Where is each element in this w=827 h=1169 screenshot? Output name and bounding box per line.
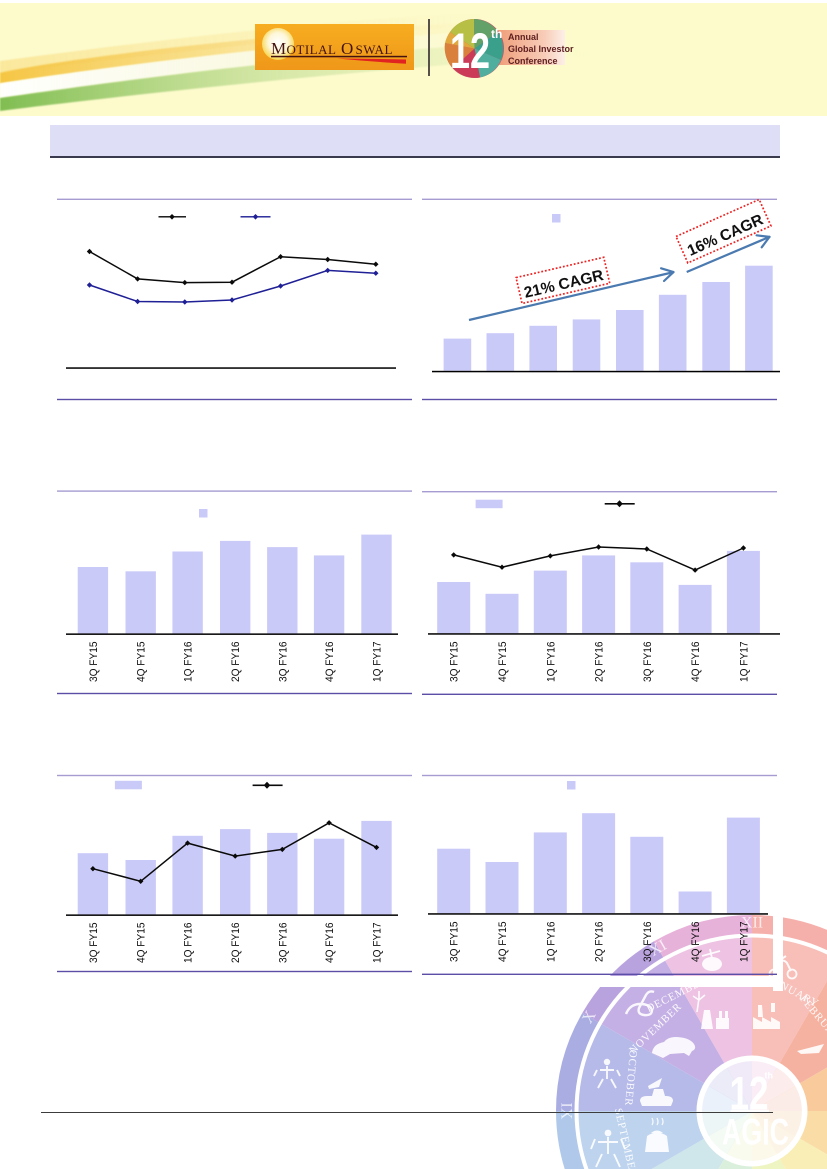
svg-text:4Q FY15: 4Q FY15: [136, 642, 148, 683]
svg-text:XII: XII: [741, 915, 763, 932]
svg-text:SWAL: SWAL: [356, 42, 393, 57]
svg-text:1Q FY17: 1Q FY17: [372, 923, 384, 964]
svg-text:1Q FY16: 1Q FY16: [183, 642, 195, 683]
svg-text:Global Investor: Global Investor: [508, 44, 574, 54]
svg-text:3Q FY15: 3Q FY15: [449, 642, 461, 683]
svg-text:3Q FY16: 3Q FY16: [277, 642, 289, 683]
svg-text:th: th: [491, 27, 502, 41]
svg-text:AGIC: AGIC: [722, 1112, 789, 1153]
svg-text:4Q FY16: 4Q FY16: [690, 922, 702, 963]
svg-text:12: 12: [450, 23, 490, 79]
svg-text:4Q FY15: 4Q FY15: [136, 923, 148, 964]
svg-text:th: th: [765, 1071, 774, 1081]
svg-text:2Q FY16: 2Q FY16: [594, 642, 606, 683]
svg-text:OCTOBER: OCTOBER: [622, 1049, 639, 1107]
svg-text:4Q FY15: 4Q FY15: [497, 922, 509, 963]
svg-text:Conference: Conference: [508, 56, 558, 66]
svg-text:1Q FY17: 1Q FY17: [372, 642, 384, 683]
svg-text:4Q FY15: 4Q FY15: [497, 642, 509, 683]
svg-text:2Q FY16: 2Q FY16: [230, 923, 242, 964]
svg-text:3Q FY15: 3Q FY15: [88, 923, 100, 964]
svg-text:4Q FY16: 4Q FY16: [690, 642, 702, 683]
svg-text:2Q FY16: 2Q FY16: [594, 922, 606, 963]
svg-text:1Q FY17: 1Q FY17: [738, 642, 750, 683]
svg-text:O: O: [341, 39, 353, 58]
svg-text:IX: IX: [557, 1103, 574, 1120]
svg-text:1Q FY16: 1Q FY16: [545, 922, 557, 963]
svg-text:2Q FY16: 2Q FY16: [230, 642, 242, 683]
svg-text:4Q FY16: 4Q FY16: [324, 642, 336, 683]
svg-text:OTILAL: OTILAL: [287, 42, 337, 57]
svg-text:1Q FY16: 1Q FY16: [545, 642, 557, 683]
svg-text:3Q FY15: 3Q FY15: [88, 642, 100, 683]
svg-text:Annual: Annual: [508, 32, 539, 42]
svg-text:3Q FY16: 3Q FY16: [277, 923, 289, 964]
svg-text:3Q FY16: 3Q FY16: [642, 922, 654, 963]
svg-text:M: M: [271, 39, 286, 58]
svg-text:1Q FY16: 1Q FY16: [183, 923, 195, 964]
svg-text:3Q FY15: 3Q FY15: [449, 922, 461, 963]
svg-text:XI: XI: [647, 937, 670, 960]
svg-text:1Q FY17: 1Q FY17: [738, 922, 750, 963]
svg-text:4Q FY16: 4Q FY16: [324, 923, 336, 964]
svg-text:3Q FY16: 3Q FY16: [642, 642, 654, 683]
